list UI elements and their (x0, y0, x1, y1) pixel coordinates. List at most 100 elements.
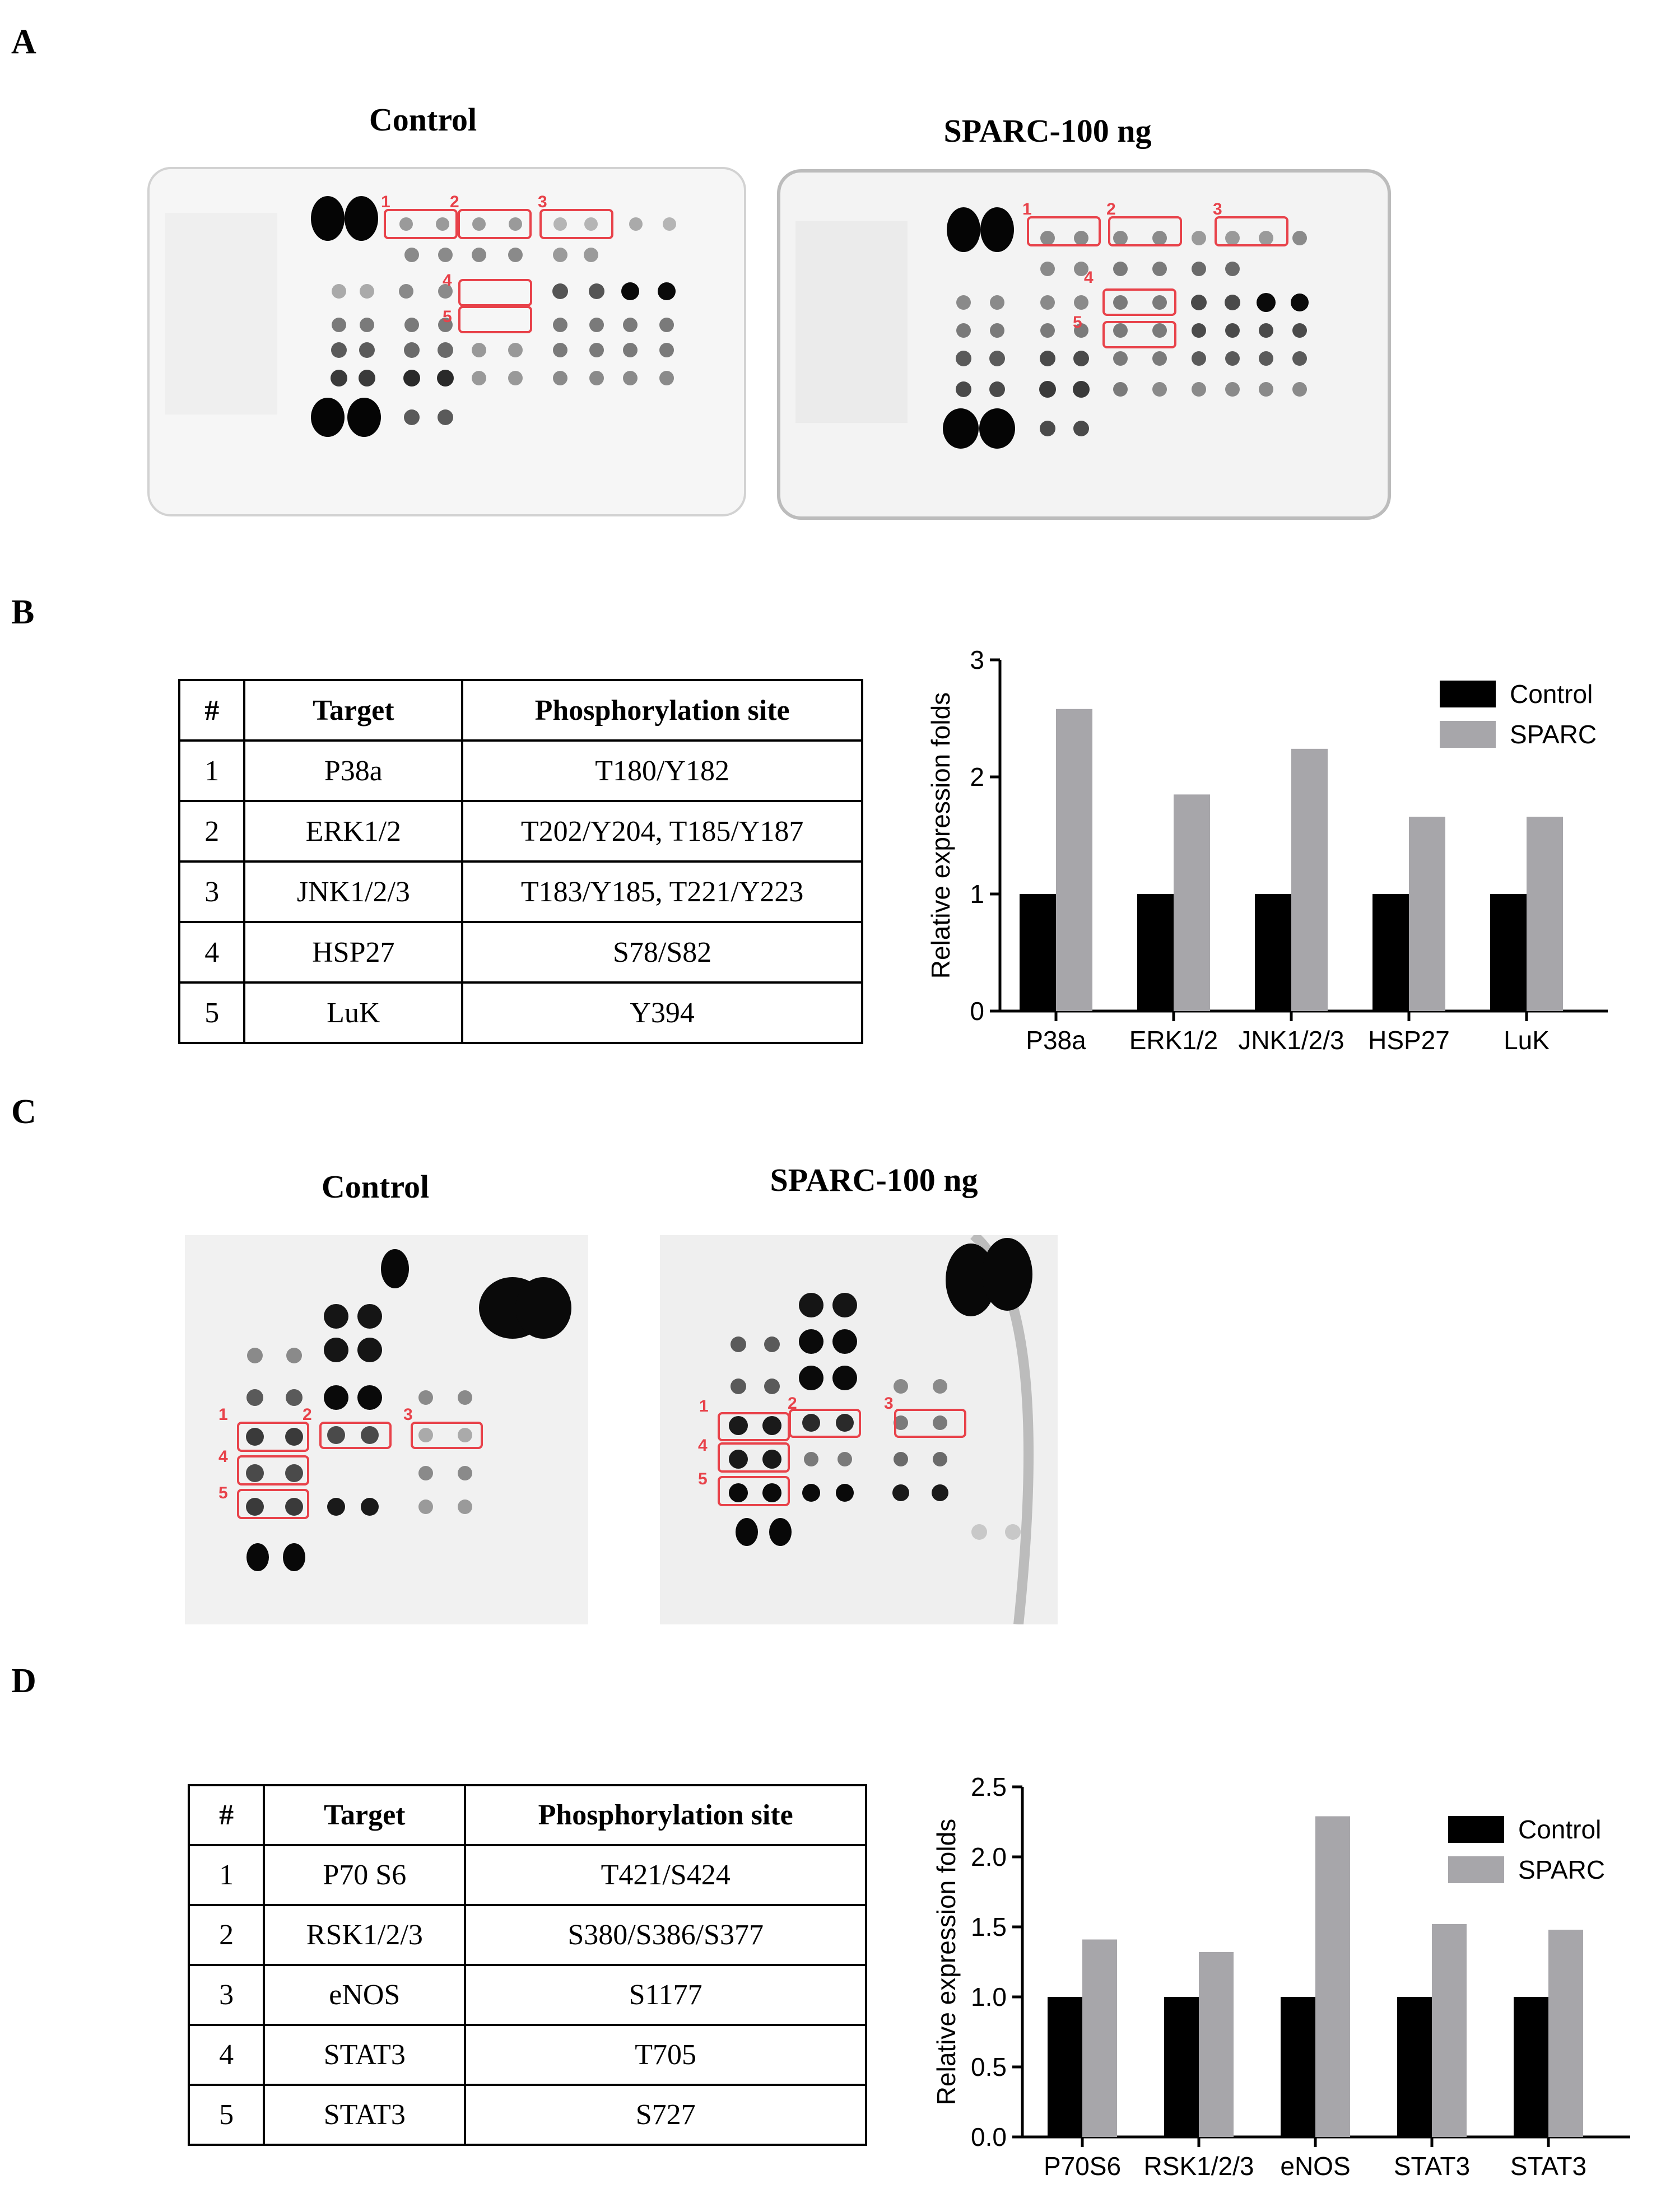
table-cell: 3 (187, 1964, 266, 2026)
y-tick-label: 0.0 (971, 2122, 1007, 2152)
x-tick-label: P70S6 (1044, 2152, 1121, 2181)
bar-sparc-1 (1199, 1952, 1234, 2137)
y-tick-label: 1 (970, 879, 984, 909)
table-row: 5 LuK Y394 (178, 981, 863, 1044)
blot-c-sparc-spots (729, 1238, 1032, 1546)
bar-control-2 (1281, 1997, 1315, 2137)
table-cell: 3 (178, 860, 246, 923)
y-tick-label: 2.0 (971, 1842, 1007, 1871)
blot-a-sparc-box-label-1: 1 (1022, 200, 1032, 218)
x-tick-label: eNOS (1280, 2152, 1350, 2181)
bar-control-1 (1164, 1997, 1199, 2137)
table-cell: T183/Y185, T221/Y223 (461, 860, 863, 923)
table-cell: 2 (187, 1904, 266, 1966)
blot-a-sparc-box-label-5: 5 (1073, 313, 1082, 332)
table-cell: T421/S424 (464, 1844, 867, 1906)
table-cell: 5 (187, 2084, 266, 2146)
y-tick-label: 3 (970, 645, 984, 674)
table-cell: P38a (243, 739, 464, 802)
blot-c-control-spots (246, 1249, 571, 1571)
blot-a-control-box-label-2: 2 (450, 193, 459, 211)
table-row: 4 HSP27 S78/S82 (178, 921, 863, 984)
blot-a-sparc-box-label-2: 2 (1106, 200, 1116, 218)
x-tick-label: P38a (1026, 1026, 1086, 1055)
blot-a-sparc-title: SPARC-100 ng (943, 113, 1152, 149)
bar-control-2 (1255, 894, 1291, 1011)
bar-control-4 (1514, 1997, 1548, 2137)
y-tick-label: 1.5 (971, 1912, 1007, 1941)
table-row: 2 ERK1/2 T202/Y204, T185/Y187 (178, 800, 863, 863)
blot-a-control-box-label-3: 3 (538, 193, 547, 211)
x-tick-label: HSP27 (1368, 1026, 1450, 1055)
table-d-header-row: # Target Phosphorylation site (187, 1784, 867, 1846)
panel-label-d: D (11, 1662, 36, 1700)
table-cell: T202/Y204, T185/Y187 (461, 800, 863, 863)
table-cell: JNK1/2/3 (243, 860, 464, 923)
legend-swatch-control (1448, 1816, 1504, 1843)
chart-b: 0 1 2 3 Relative expression folds P38a ERK1/2 J… (926, 645, 1608, 1055)
table-row: 3 eNOS S1177 (187, 1964, 867, 2026)
chart-d: 0.0 0.5 1.0 1.5 2.0 2.5 Relative expression fo… (932, 1772, 1630, 2181)
y-tick-label: 2 (970, 762, 984, 791)
table-b-header-cell: Target (243, 679, 464, 742)
table-cell: S1177 (464, 1964, 867, 2026)
blot-c-sparc-box-label-3: 3 (884, 1394, 894, 1413)
x-tick-label: STAT3 (1510, 2152, 1586, 2181)
blot-c-control-box-label-3: 3 (403, 1405, 413, 1424)
blot-c-sparc-title: SPARC-100 ng (770, 1162, 978, 1198)
bar-sparc-4 (1527, 817, 1563, 1011)
table-b: # Target Phosphorylation site 1 P38a T18… (178, 679, 863, 1044)
table-cell: S727 (464, 2084, 867, 2146)
bar-sparc-0 (1056, 709, 1092, 1011)
blot-a-control-box-label-5: 5 (443, 308, 452, 326)
table-cell: 4 (187, 2024, 266, 2086)
table-row: 2 RSK1/2/3 S380/S386/S377 (187, 1904, 867, 1966)
table-cell: HSP27 (243, 921, 464, 984)
table-cell: eNOS (263, 1964, 467, 2026)
table-cell: T705 (464, 2024, 867, 2086)
blot-a-control-highlight-boxes (384, 209, 613, 333)
table-cell: STAT3 (263, 2024, 467, 2086)
bar-sparc-0 (1082, 1939, 1117, 2137)
table-b-header-cell: Phosphorylation site (461, 679, 863, 742)
blot-a-sparc-highlight-boxes (1027, 216, 1288, 348)
bar-sparc-1 (1174, 794, 1210, 1011)
blot-a-sparc-box-label-4: 4 (1084, 268, 1094, 287)
blot-c-sparc-image: 1 2 3 4 5 (660, 1235, 1058, 1624)
legend-swatch-sparc (1448, 1856, 1504, 1883)
bar-control-3 (1372, 894, 1409, 1011)
bar-control-0 (1020, 894, 1056, 1011)
table-b-header-cell: # (178, 679, 246, 742)
table-row: 1 P70 S6 T421/S424 (187, 1844, 867, 1906)
y-axis-label: Relative expression folds (926, 692, 955, 979)
table-b-header-row: # Target Phosphorylation site (178, 679, 863, 742)
table-row: 4 STAT3 T705 (187, 2024, 867, 2086)
table-cell: T180/Y182 (461, 739, 863, 802)
bar-sparc-2 (1315, 1816, 1350, 2137)
table-cell: 1 (178, 739, 246, 802)
y-tick-label: 1.0 (971, 1982, 1007, 2011)
legend-label-control: Control (1518, 1815, 1601, 1844)
blot-a-sparc-image: 1 2 3 4 5 (777, 169, 1391, 520)
table-cell: LuK (243, 981, 464, 1044)
bar-control-1 (1137, 894, 1174, 1011)
table-cell: 2 (178, 800, 246, 863)
bar-control-3 (1397, 1997, 1432, 2137)
blot-c-control-box-label-2: 2 (303, 1405, 312, 1424)
table-cell: STAT3 (263, 2084, 467, 2146)
table-row: 1 P38a T180/Y182 (178, 739, 863, 802)
table-d-header-cell: # (187, 1784, 266, 1846)
table-d: # Target Phosphorylation site 1 P70 S6 T… (187, 1784, 867, 2146)
blot-c-sparc-box-label-4: 4 (698, 1436, 708, 1455)
table-cell: 5 (178, 981, 246, 1044)
legend-label-control: Control (1510, 679, 1593, 709)
table-d-header-cell: Target (263, 1784, 467, 1846)
bar-sparc-3 (1432, 1924, 1467, 2137)
legend-label-sparc: SPARC (1518, 1855, 1605, 1884)
blot-c-sparc-box-label-1: 1 (699, 1397, 709, 1415)
table-cell: S78/S82 (461, 921, 863, 984)
blot-c-control-title: Control (321, 1168, 430, 1205)
legend-label-sparc: SPARC (1510, 720, 1597, 749)
blot-c-control-box-label-5: 5 (218, 1484, 228, 1502)
y-tick-label: 0 (970, 996, 984, 1026)
